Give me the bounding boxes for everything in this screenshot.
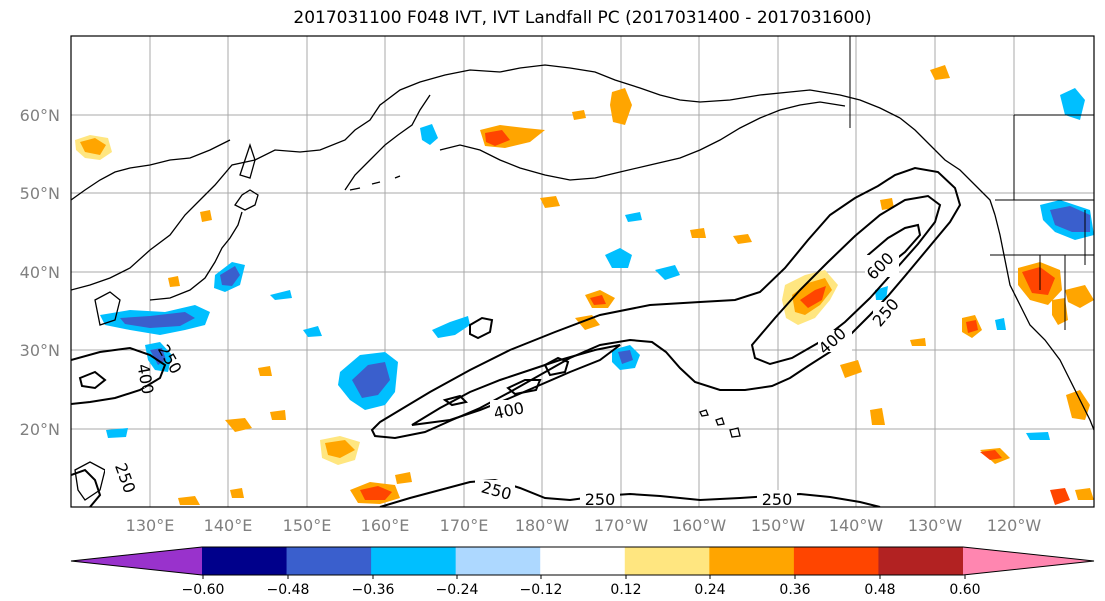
colorbar-tick-label: 0.48 (864, 582, 895, 598)
map-panel: 400 250 400 250 250 250 600 400 250 250 (71, 36, 1094, 509)
lon-label-160e: 160°E (361, 516, 410, 535)
colorbar-segment (455, 547, 541, 575)
lon-label-120w: 120°W (987, 516, 1042, 535)
colorbar-tick-label: 0.12 (610, 582, 641, 598)
lat-label-50: 50°N (20, 184, 60, 203)
lat-label-20: 20°N (20, 420, 60, 439)
lon-label-180w: 180°W (515, 516, 570, 535)
colorbar-segment (709, 547, 795, 575)
colorbar-tick-label: −0.24 (436, 582, 479, 598)
lat-label-60: 60°N (20, 106, 60, 125)
colorbar-outline (70, 546, 1095, 576)
colorbar-tick-label: −0.48 (267, 582, 310, 598)
contour-label-250-south2: 250 (585, 490, 616, 509)
lat-label-40: 40°N (20, 263, 60, 282)
lon-label-170e: 170°E (440, 516, 489, 535)
lon-label-160w: 160°W (672, 516, 727, 535)
colorbar-segment (540, 547, 626, 575)
colorbar-segment (793, 547, 879, 575)
colorbar-tick-label: 0.36 (779, 582, 810, 598)
pc-shading (75, 65, 1094, 505)
contour-label-250-south3: 250 (762, 490, 793, 509)
lon-label-170w: 170°W (594, 516, 649, 535)
coastlines (71, 64, 1094, 501)
colorbar-segment (286, 547, 372, 575)
colorbar-extend-max (963, 547, 1094, 575)
map-title: 2017031100 F048 IVT, IVT Landfall PC (20… (293, 8, 872, 28)
lon-label-130e: 130°E (126, 516, 175, 535)
lon-label-150e: 150°E (283, 516, 332, 535)
lon-label-130w: 130°W (908, 516, 963, 535)
longitude-labels: 130°E 140°E 150°E 160°E 170°E 180°W 170°… (126, 516, 1042, 535)
colorbar-segment (371, 547, 457, 575)
political-borders (849, 36, 1094, 330)
lon-label-140e: 140°E (204, 516, 253, 535)
colorbar-extend-min (71, 547, 202, 575)
colorbar-tick-label: 0.60 (949, 582, 980, 598)
lat-label-30: 30°N (20, 341, 60, 360)
colorbar-tick-label: −0.36 (352, 582, 395, 598)
colorbar-tick-label: 0.24 (694, 582, 725, 598)
colorbar-segment (202, 547, 288, 575)
colorbar-tick-label: −0.12 (520, 582, 563, 598)
colorbar: −0.60 −0.48 −0.36 −0.24 −0.12 0.12 0.24 0.36 0.4… (70, 546, 1095, 598)
colorbar-segment (624, 547, 710, 575)
map-frame (70, 35, 1095, 508)
colorbar-segment (878, 547, 964, 575)
latitude-labels: 20°N 30°N 40°N 50°N 60°N (20, 106, 60, 439)
lon-label-150w: 150°W (751, 516, 806, 535)
colorbar-tick-label: −0.60 (182, 582, 225, 598)
lon-label-140w: 140°W (829, 516, 884, 535)
